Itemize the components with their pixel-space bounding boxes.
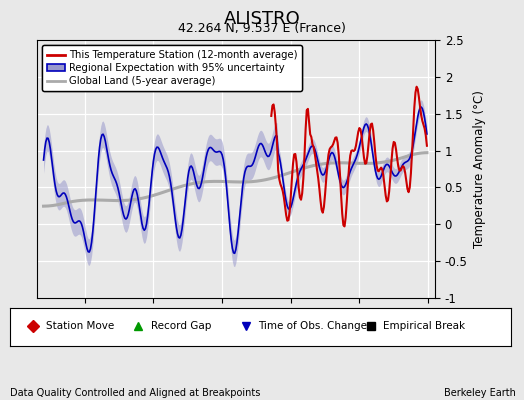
Text: Record Gap: Record Gap	[150, 321, 211, 331]
Text: Berkeley Earth: Berkeley Earth	[444, 388, 516, 398]
Text: Data Quality Controlled and Aligned at Breakpoints: Data Quality Controlled and Aligned at B…	[10, 388, 261, 398]
Text: ALISTRO: ALISTRO	[224, 10, 300, 28]
Legend: This Temperature Station (12-month average), Regional Expectation with 95% uncer: This Temperature Station (12-month avera…	[42, 45, 302, 91]
Y-axis label: Temperature Anomaly (°C): Temperature Anomaly (°C)	[473, 90, 486, 248]
Text: 42.264 N, 9.537 E (France): 42.264 N, 9.537 E (France)	[178, 22, 346, 35]
Text: Station Move: Station Move	[46, 321, 114, 331]
Text: Empirical Break: Empirical Break	[383, 321, 465, 331]
Text: Time of Obs. Change: Time of Obs. Change	[258, 321, 367, 331]
